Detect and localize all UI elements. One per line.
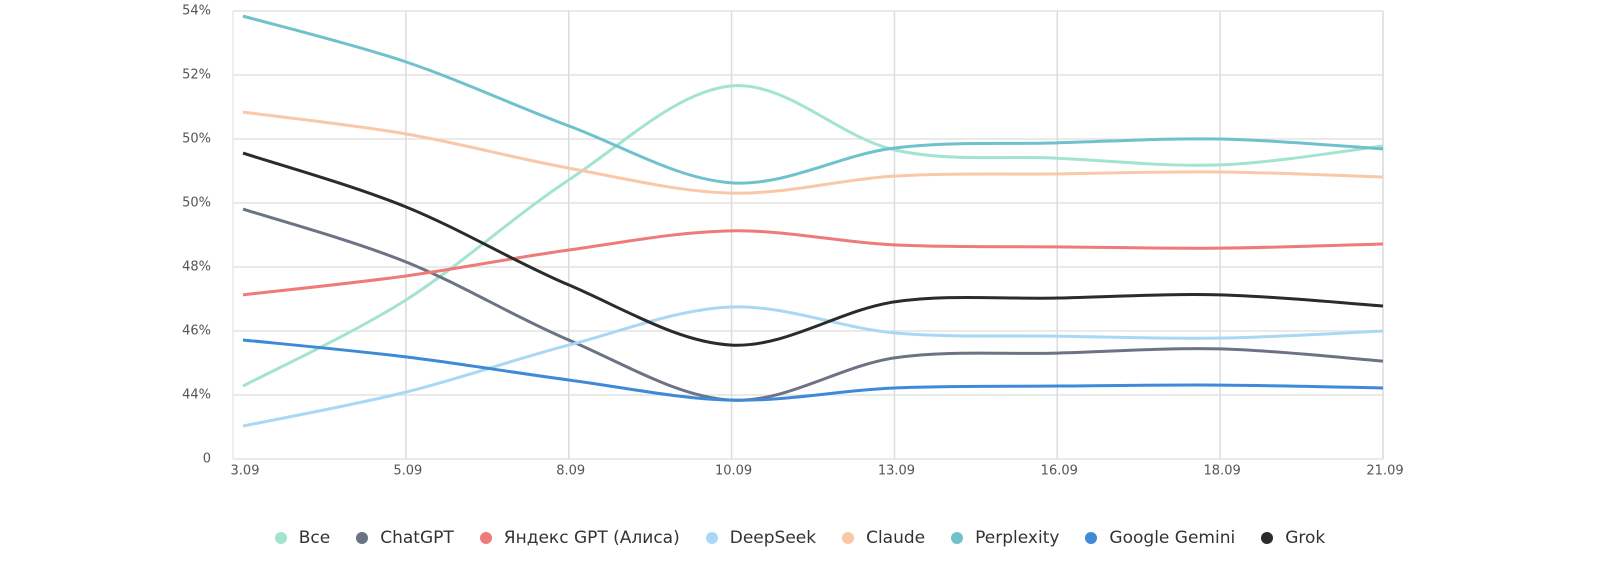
legend-marker (1085, 532, 1098, 544)
legend-item: Все (274, 528, 331, 548)
legend-item: Perplexity (951, 528, 1059, 548)
legend-marker (951, 532, 964, 544)
x-tick-label: 16.09 (1041, 464, 1078, 479)
legend-label: Яндекс GPT (Алиса) (503, 528, 680, 548)
legend: Все ChatGPT Яндекс GPT (Алиса) DeepSeek Clau… (0, 528, 1600, 548)
legend-marker (705, 532, 718, 544)
line (242, 207, 1384, 402)
legend-label: Google Gemini (1109, 528, 1236, 548)
line (242, 84, 1384, 388)
legend-label: DeepSeek (729, 528, 817, 548)
legend-label: Grok (1285, 528, 1326, 548)
line (242, 14, 1384, 185)
y-tick-label: 54% (182, 4, 211, 19)
legend-label: Perplexity (975, 528, 1060, 548)
y-tick-label: 52% (182, 68, 211, 83)
legend-marker (274, 532, 287, 544)
line (242, 110, 1384, 195)
line (242, 305, 1384, 428)
legend-item: Яндекс GPT (Алиса) (479, 528, 680, 548)
legend-marker (1261, 532, 1274, 544)
legend-item: Google Gemini (1085, 528, 1235, 548)
line (242, 151, 1384, 347)
x-tick-label: 13.09 (878, 464, 915, 479)
x-tick-label: 18.09 (1204, 464, 1241, 479)
legend-label: Все (298, 528, 331, 548)
x-tick-label: 10.09 (715, 464, 752, 479)
chart: 0 44% 46% 48% 50% 50% 52% 54% 3.09 5.09 8.09 10.09 1… (182, 4, 1404, 479)
x-tick-label: 8.09 (556, 464, 585, 479)
x-tick-label: 3.09 (231, 464, 260, 479)
y-tick-label: 46% (182, 324, 211, 339)
line (242, 229, 1384, 297)
y-tick-label: 50% (182, 196, 211, 211)
line (242, 338, 1384, 402)
legend-label: ChatGPT (380, 528, 454, 548)
y-tick-label: 48% (182, 260, 211, 275)
y-tick-label: 44% (182, 388, 211, 403)
legend-item: Grok (1261, 528, 1325, 548)
y-tick-label: 0 (203, 452, 211, 467)
legend-item: ChatGPT (356, 528, 454, 548)
x-tick-label: 21.09 (1366, 464, 1403, 479)
y-tick-label: 50% (182, 132, 211, 147)
legend-item: DeepSeek (705, 528, 817, 548)
legend-marker (479, 532, 492, 544)
legend-item: Claude (842, 528, 925, 548)
x-tick-label: 5.09 (393, 464, 422, 479)
legend-marker (842, 532, 855, 544)
legend-marker (356, 532, 369, 544)
legend-label: Claude (866, 528, 926, 548)
